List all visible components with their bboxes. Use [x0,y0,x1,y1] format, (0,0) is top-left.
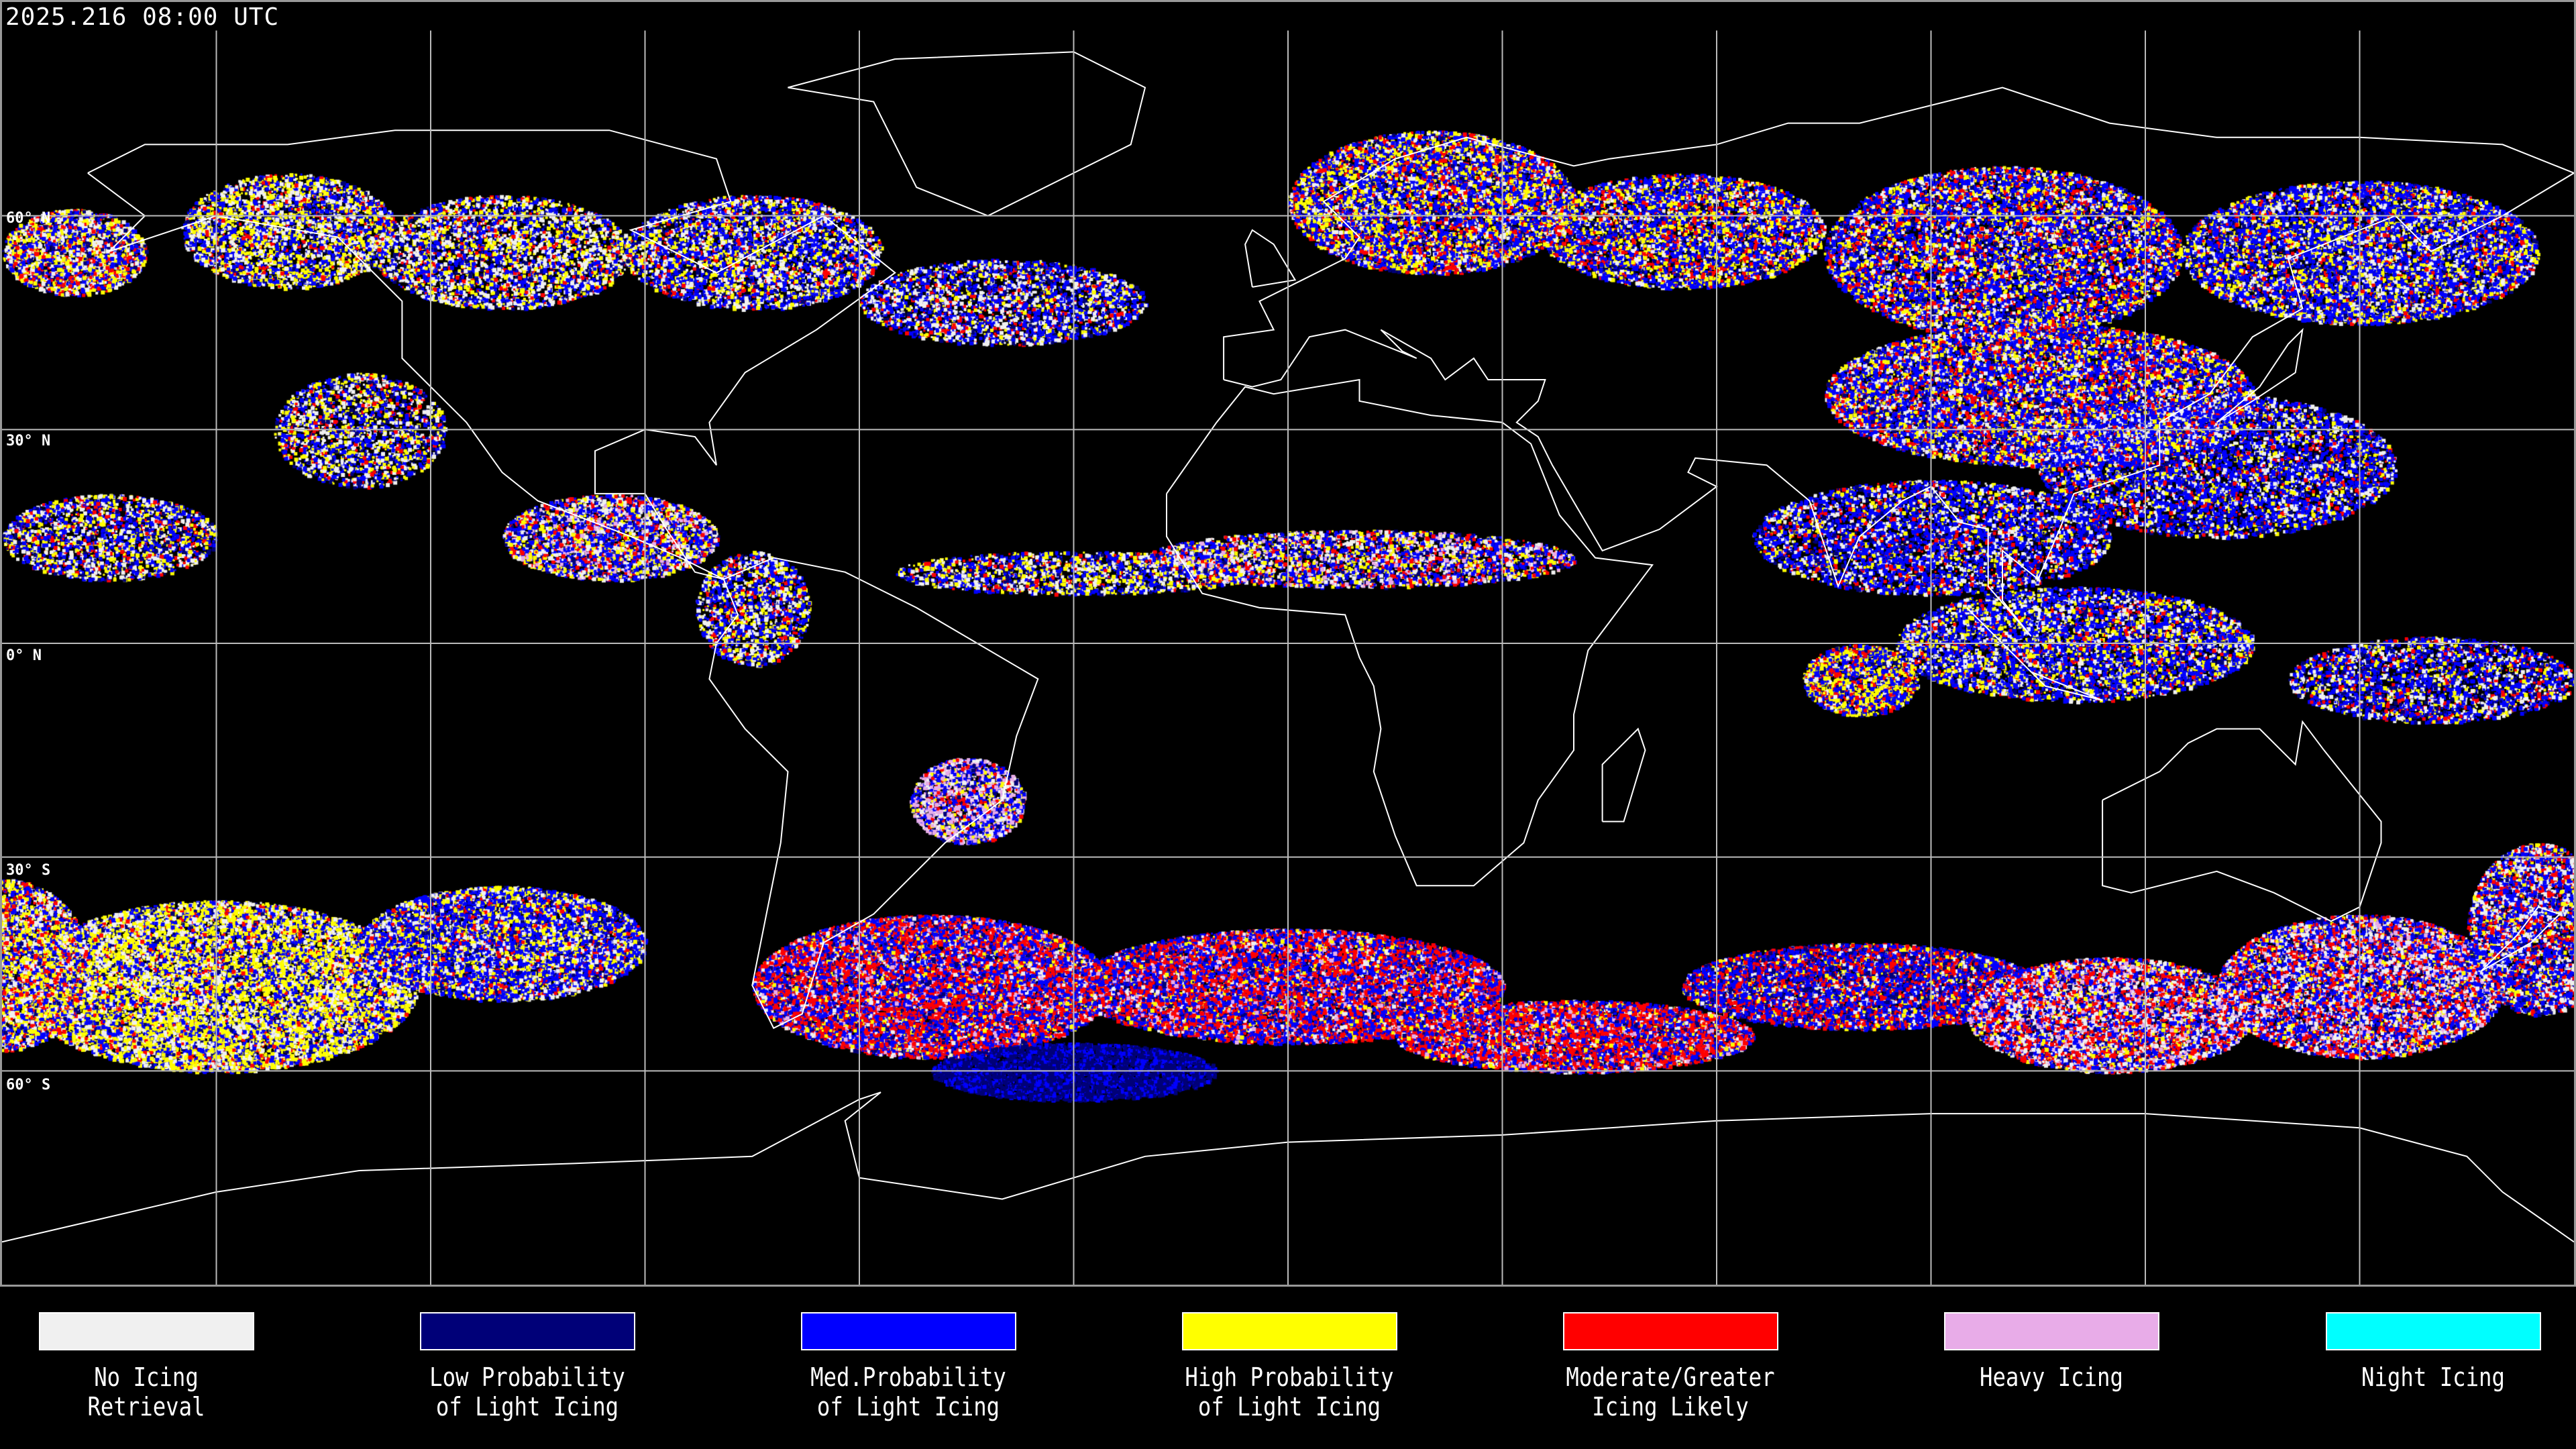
legend-swatch [1943,1312,2159,1350]
legend-item-moderate: Moderate/Greater Icing Likely [1480,1312,1861,1421]
legend-swatch [38,1312,254,1350]
legend-item-med-prob: Med.Probability of Light Icing [718,1312,1099,1421]
legend-label: High Probability of Light Icing [1185,1362,1394,1421]
legend-label: Heavy Icing [1980,1362,2123,1392]
legend-label: Night Icing [2361,1362,2505,1392]
legend-swatch [2325,1312,2541,1350]
lat-label-30s: 30° S [6,862,51,879]
coastline-eurasia [1223,87,2574,637]
legend-swatch [1562,1312,1778,1350]
icing-map: 2025.216 08:00 UTC 60° N 30° N 0° N 30° … [0,0,2576,1287]
legend-swatch [800,1312,1016,1350]
legend-swatch [1181,1312,1397,1350]
timestamp: 2025.216 08:00 UTC [5,3,280,31]
lat-label-0n: 0° N [6,647,42,664]
legend-item-high-prob: High Probability of Light Icing [1099,1312,1480,1421]
legend-label: Low Probability of Light Icing [429,1362,625,1421]
legend-item-no-icing: No Icing Retrieval [0,1312,337,1421]
legend-label: Med.Probability of Light Icing [810,1362,1006,1421]
legend-swatch [419,1312,635,1350]
coastline-australia [2102,720,2382,922]
lat-label-60s: 60° S [6,1077,51,1093]
coastline-japan [2216,327,2304,423]
lat-lon-grid [2,30,2574,1285]
coastline-madagascar [1601,727,1646,822]
legend-label: Moderate/Greater Icing Likely [1566,1362,1775,1421]
coastline-new-zealand [2480,906,2561,972]
coastline-south-america [708,557,1039,1029]
lat-label-60n: 60° N [6,210,51,227]
map-overlay [2,30,2574,1285]
legend: No Icing Retrieval Low Probability of Li… [0,1287,2576,1449]
legend-item-low-prob: Low Probability of Light Icing [337,1312,718,1421]
legend-label: No Icing Retrieval [87,1362,205,1421]
legend-item-heavy: Heavy Icing [1861,1312,2242,1392]
coastline-north-america [87,129,896,580]
coastline-indonesia [1966,607,2103,701]
lat-label-30n: 30° N [6,433,51,449]
coastline-greenland [788,51,1146,217]
legend-item-night: Night Icing [2243,1312,2576,1392]
coastline-africa-eurasia [1166,378,1654,887]
